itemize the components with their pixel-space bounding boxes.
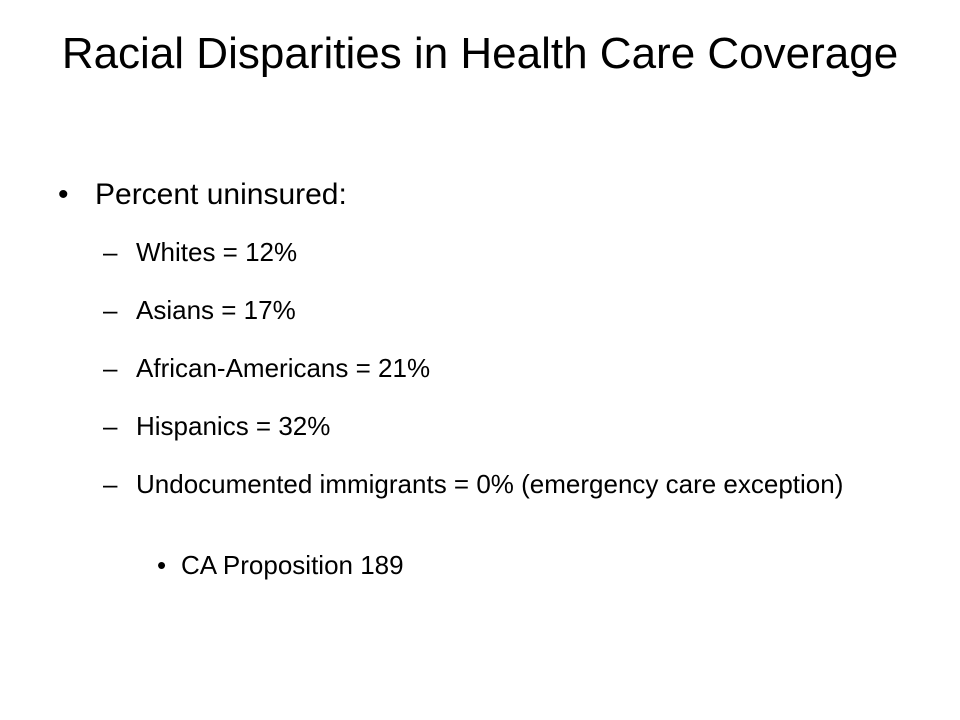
dash-glyph: –	[103, 353, 118, 383]
sub-sub-bullet-text: CA Proposition 189	[181, 550, 404, 580]
bullet-text: Percent uninsured:	[95, 178, 347, 211]
sub-bullet-text: Asians = 17%	[136, 295, 296, 325]
slide-title: Racial Disparities in Health Care Covera…	[61, 29, 899, 78]
sub-bullet-text: Undocumented immigrants = 0% (emergency …	[136, 469, 844, 499]
dash-glyph: –	[103, 411, 118, 441]
sub-bullet-text: African-Americans = 21%	[136, 353, 431, 383]
bullet-glyph: •	[157, 550, 167, 580]
dash-glyph: –	[103, 237, 118, 267]
sub-bullet-text: Whites = 12%	[136, 237, 298, 267]
dash-glyph: –	[103, 295, 118, 325]
sub-bullet-text: Hispanics = 32%	[136, 411, 331, 441]
dash-glyph: –	[103, 469, 118, 499]
bullet-glyph: •	[58, 178, 69, 211]
